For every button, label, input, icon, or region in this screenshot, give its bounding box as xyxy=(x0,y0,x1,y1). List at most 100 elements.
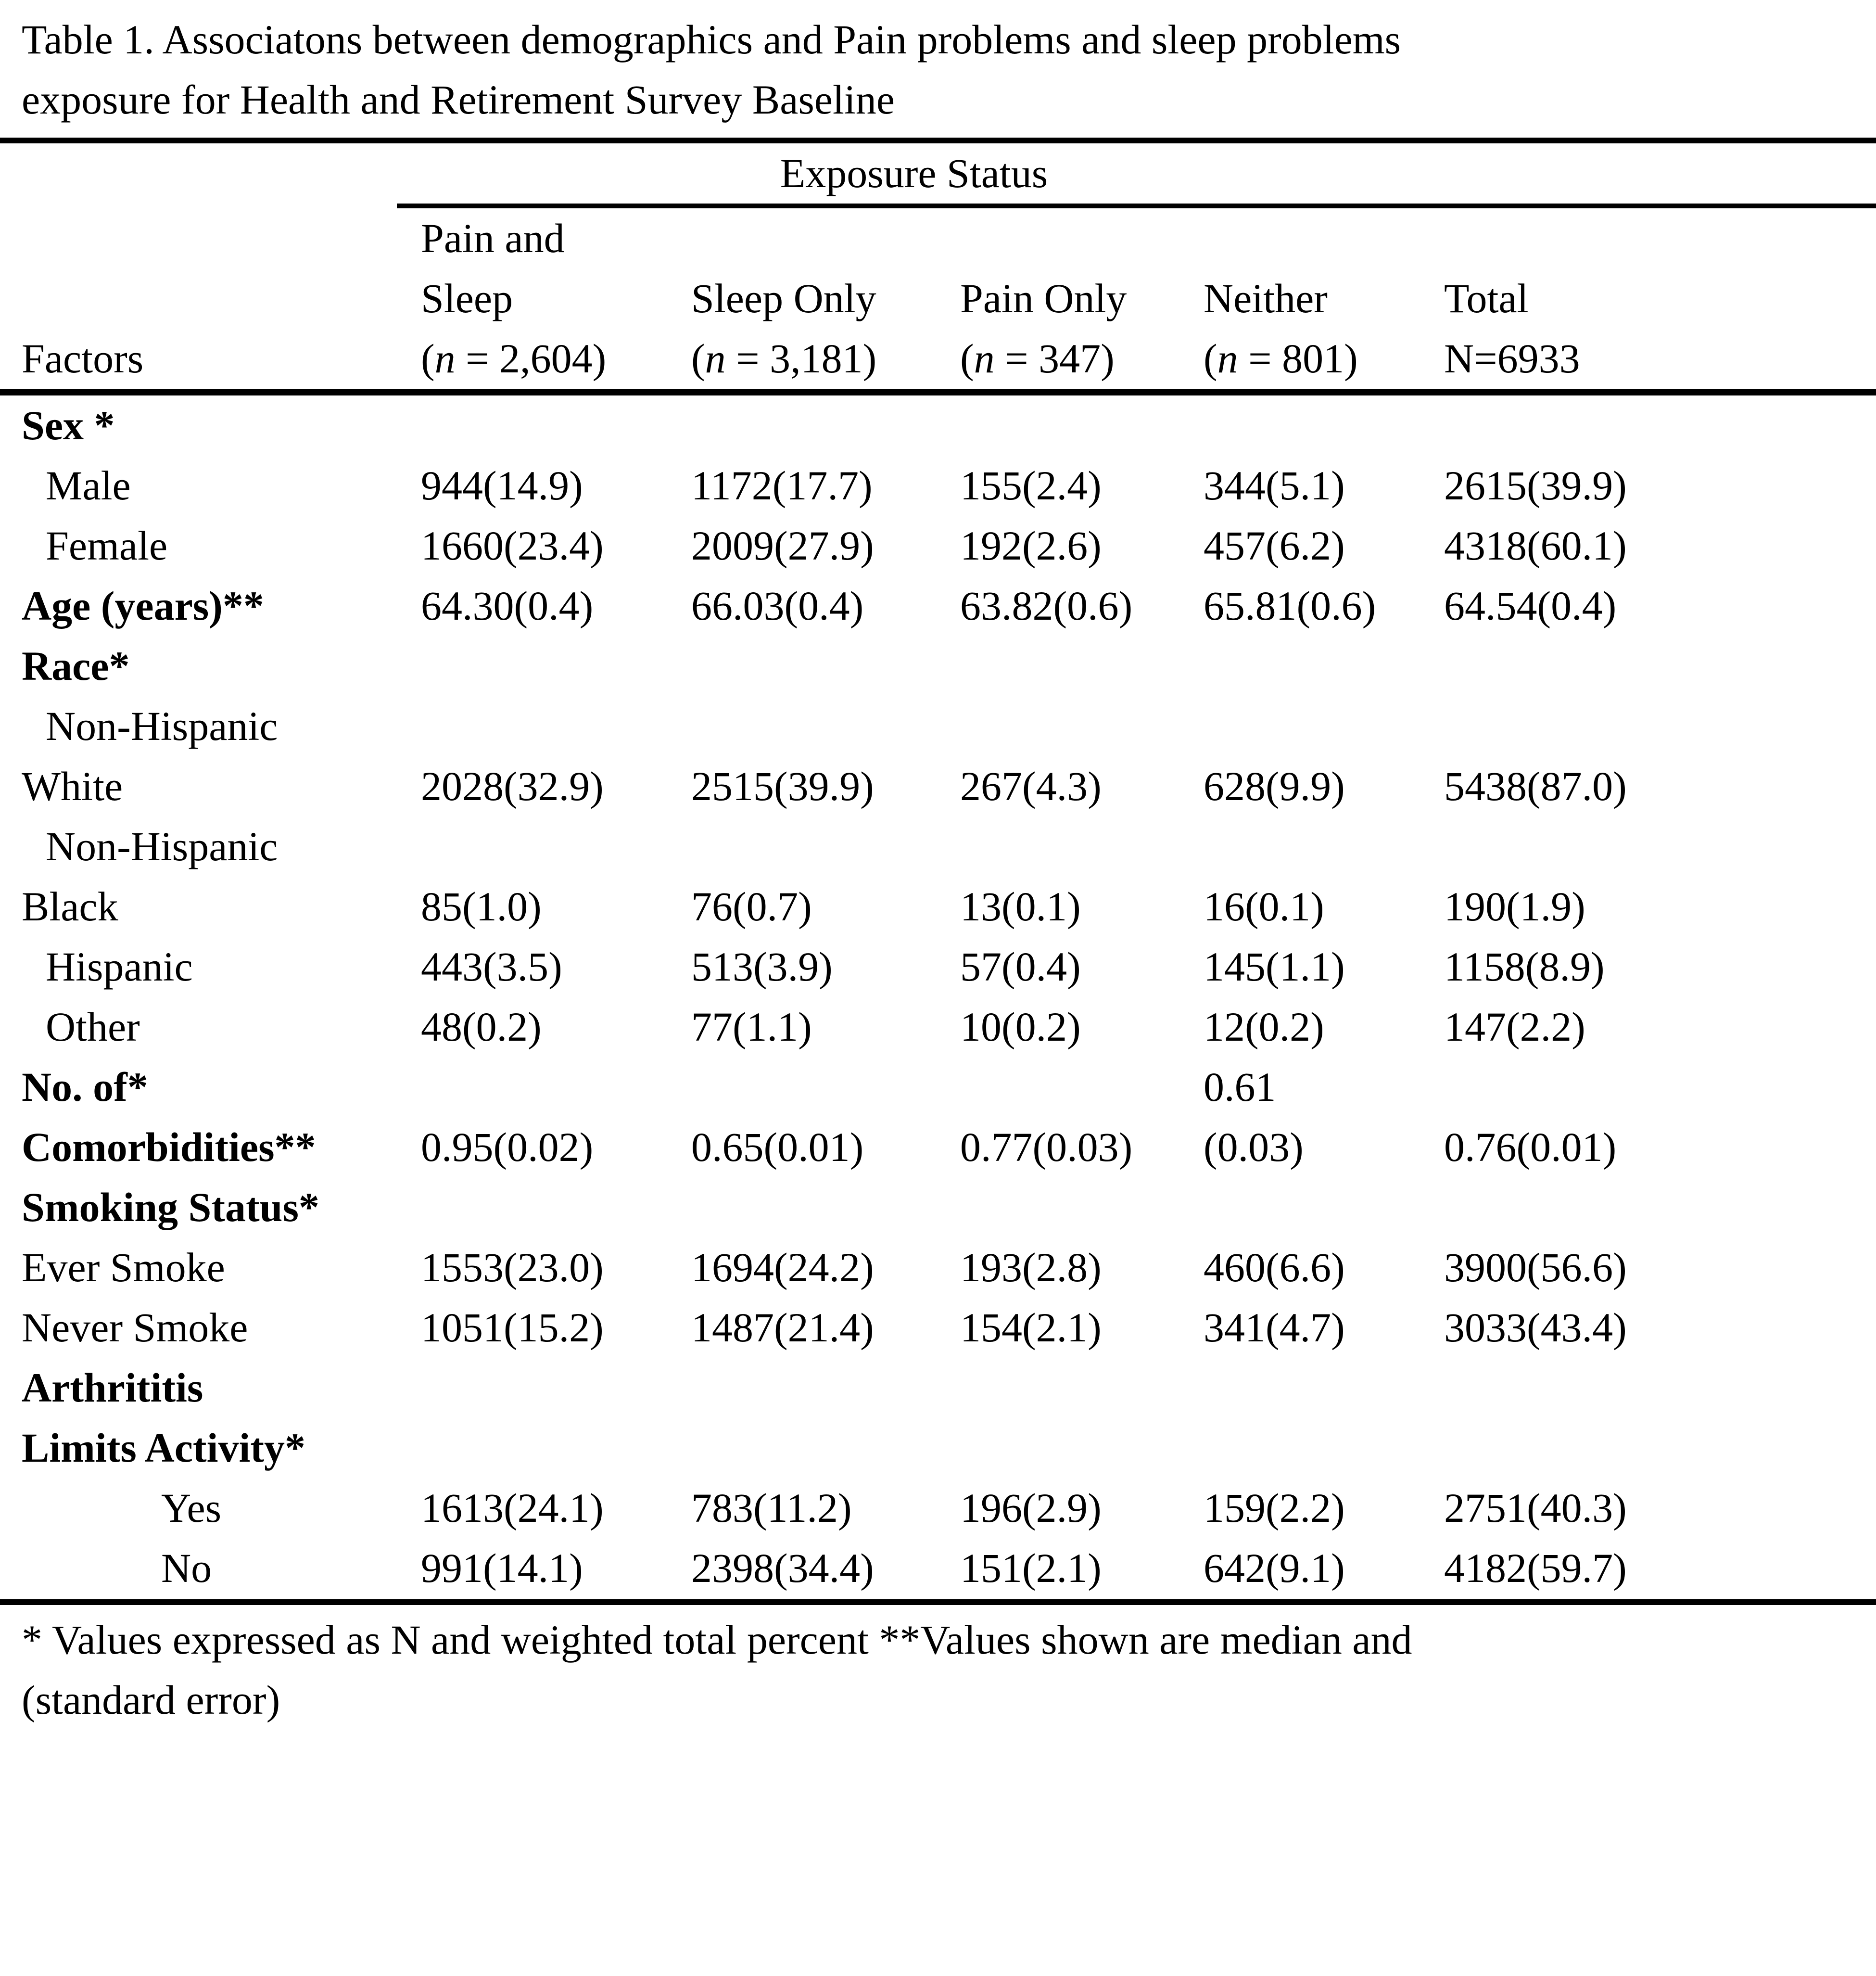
value-line: 1158(8.9) xyxy=(1444,943,1605,990)
value-line: 12(0.2) xyxy=(1204,1004,1324,1050)
value-line: 76(0.7) xyxy=(691,883,812,930)
factor-label-line: Race* xyxy=(22,643,130,689)
value-cell: 12(0.2) xyxy=(1204,997,1444,1057)
value-cell: 443(3.5) xyxy=(421,937,691,997)
n-symbol: n xyxy=(434,335,456,382)
value-line: 628(9.9) xyxy=(1204,763,1345,809)
value-line: 190(1.9) xyxy=(1444,883,1585,930)
column-header-neither: Neither (n = 801) xyxy=(1204,268,1444,389)
value-line: 159(2.2) xyxy=(1204,1485,1345,1531)
value-line: 443(3.5) xyxy=(421,943,562,990)
factor-label-line: Black xyxy=(22,883,118,930)
value-cell: 5438(87.0) xyxy=(1444,756,1857,816)
factor-label-cell: Never Smoke xyxy=(22,1298,421,1358)
value-line: 66.03(0.4) xyxy=(691,583,864,629)
value-line: 341(4.7) xyxy=(1204,1304,1345,1351)
value-cell: 2398(34.4) xyxy=(691,1538,960,1598)
factor-label-line: No. of* xyxy=(22,1064,148,1110)
value-cell: 513(3.9) xyxy=(691,937,960,997)
value-line: 4318(60.1) xyxy=(1444,523,1627,569)
value-cell: 13(0.1) xyxy=(960,877,1204,937)
column-header-n: (n = 3,181) xyxy=(691,329,960,389)
value-cell: 3900(56.6) xyxy=(1444,1237,1857,1298)
value-line: (0.03) xyxy=(1204,1124,1304,1170)
column-header-total: Total N=6933 xyxy=(1444,268,1857,389)
factor-label-cell: Hispanic xyxy=(22,937,421,997)
value-line: 0.65(0.01) xyxy=(691,1124,864,1170)
value-line: 1172(17.7) xyxy=(691,462,873,509)
column-header-line: Pain and xyxy=(421,215,565,261)
value-line: 2615(39.9) xyxy=(1444,462,1627,509)
value-line: 63.82(0.6) xyxy=(960,583,1133,629)
value-cell: 145(1.1) xyxy=(1204,937,1444,997)
value-cell: 159(2.2) xyxy=(1204,1478,1444,1538)
value-cell: 192(2.6) xyxy=(960,516,1204,576)
value-line: 0.95(0.02) xyxy=(421,1124,594,1170)
value-line: 460(6.6) xyxy=(1204,1244,1345,1290)
value-cell: 4318(60.1) xyxy=(1444,516,1857,576)
value-cell: 944(14.9) xyxy=(421,456,691,516)
factor-label-cell: Non-Hispanic Black xyxy=(22,816,421,937)
value-cell: 48(0.2) xyxy=(421,997,691,1057)
value-line: 3033(43.4) xyxy=(1444,1304,1627,1351)
value-line: 1487(21.4) xyxy=(691,1304,874,1351)
value-line: 2028(32.9) xyxy=(421,763,604,809)
factor-label-cell: Other xyxy=(22,997,421,1057)
n-count: = 347) xyxy=(994,335,1115,382)
value-cell: 0.61 (0.03) xyxy=(1204,1057,1444,1177)
value-line: 64.54(0.4) xyxy=(1444,583,1617,629)
value-cell: 0.76(0.01) xyxy=(1444,1117,1857,1177)
factor-label-line: Smoking Status* xyxy=(22,1184,319,1230)
value-line: 155(2.4) xyxy=(960,462,1102,509)
n-symbol: n xyxy=(705,335,726,382)
factor-label-line: Arthrititis xyxy=(22,1364,203,1411)
footnote: * Values expressed as N and weighted tot… xyxy=(22,1610,1857,1730)
factor-label-cell: Smoking Status* xyxy=(22,1177,421,1237)
value-line: 1051(15.2) xyxy=(421,1304,604,1351)
exposure-status-group-header: Exposure Status xyxy=(780,150,1048,196)
factor-label-cell: Arthrititis Limits Activity* xyxy=(22,1358,421,1478)
value-cell: 4182(59.7) xyxy=(1444,1538,1857,1598)
factors-label: Factors xyxy=(22,335,144,382)
value-cell: 1158(8.9) xyxy=(1444,937,1857,997)
value-cell: 1660(23.4) xyxy=(421,516,691,576)
header-bottom-rule xyxy=(0,389,1876,395)
factor-label-cell: No xyxy=(22,1538,421,1598)
value-line: 2751(40.3) xyxy=(1444,1485,1627,1531)
exposure-status-underline-rule xyxy=(397,204,1876,208)
factor-label-line: Non-Hispanic xyxy=(46,823,278,869)
n-symbol: n xyxy=(1217,335,1238,382)
value-cell: 193(2.8) xyxy=(960,1237,1204,1298)
value-cell: 783(11.2) xyxy=(691,1478,960,1538)
value-cell: 147(2.2) xyxy=(1444,997,1857,1057)
column-header-n: N=6933 xyxy=(1444,329,1857,389)
factor-label-line: White xyxy=(22,763,123,809)
table-body: Sex * Male 944(14.9) 1172(17.7) 155(2.4) 344(… xyxy=(22,395,1857,1598)
factor-label-cell: Age (years)** xyxy=(22,576,421,636)
factor-label-line: No xyxy=(161,1545,212,1591)
factor-label-cell: Race* xyxy=(22,636,421,696)
n-open: ( xyxy=(960,335,974,382)
column-header-n: (n = 801) xyxy=(1204,329,1444,389)
factor-label-line: Age (years)** xyxy=(22,583,264,629)
value-cell: 190(1.9) xyxy=(1444,877,1857,937)
value-cell: 3033(43.4) xyxy=(1444,1298,1857,1358)
value-line: 2009(27.9) xyxy=(691,523,874,569)
value-cell: 344(5.1) xyxy=(1204,456,1444,516)
value-line: 10(0.2) xyxy=(960,1004,1081,1050)
factor-label-line: Hispanic xyxy=(46,943,193,990)
value-cell: 2028(32.9) xyxy=(421,756,691,816)
value-line: 192(2.6) xyxy=(960,523,1102,569)
factor-label-line: Ever Smoke xyxy=(22,1244,225,1290)
table-title: Table 1. Associatons between demographic… xyxy=(22,10,1857,130)
n-open: ( xyxy=(421,335,435,382)
value-line: 1613(24.1) xyxy=(421,1485,604,1531)
column-header-factors: Factors xyxy=(22,329,421,389)
value-line: 154(2.1) xyxy=(960,1304,1102,1351)
value-cell: 2009(27.9) xyxy=(691,516,960,576)
column-header-line: Neither xyxy=(1204,275,1328,321)
value-line: 1553(23.0) xyxy=(421,1244,604,1290)
value-cell: 2751(40.3) xyxy=(1444,1478,1857,1538)
value-line: 48(0.2) xyxy=(421,1004,542,1050)
table-title-line1: Table 1. Associatons between demographic… xyxy=(22,16,1401,63)
